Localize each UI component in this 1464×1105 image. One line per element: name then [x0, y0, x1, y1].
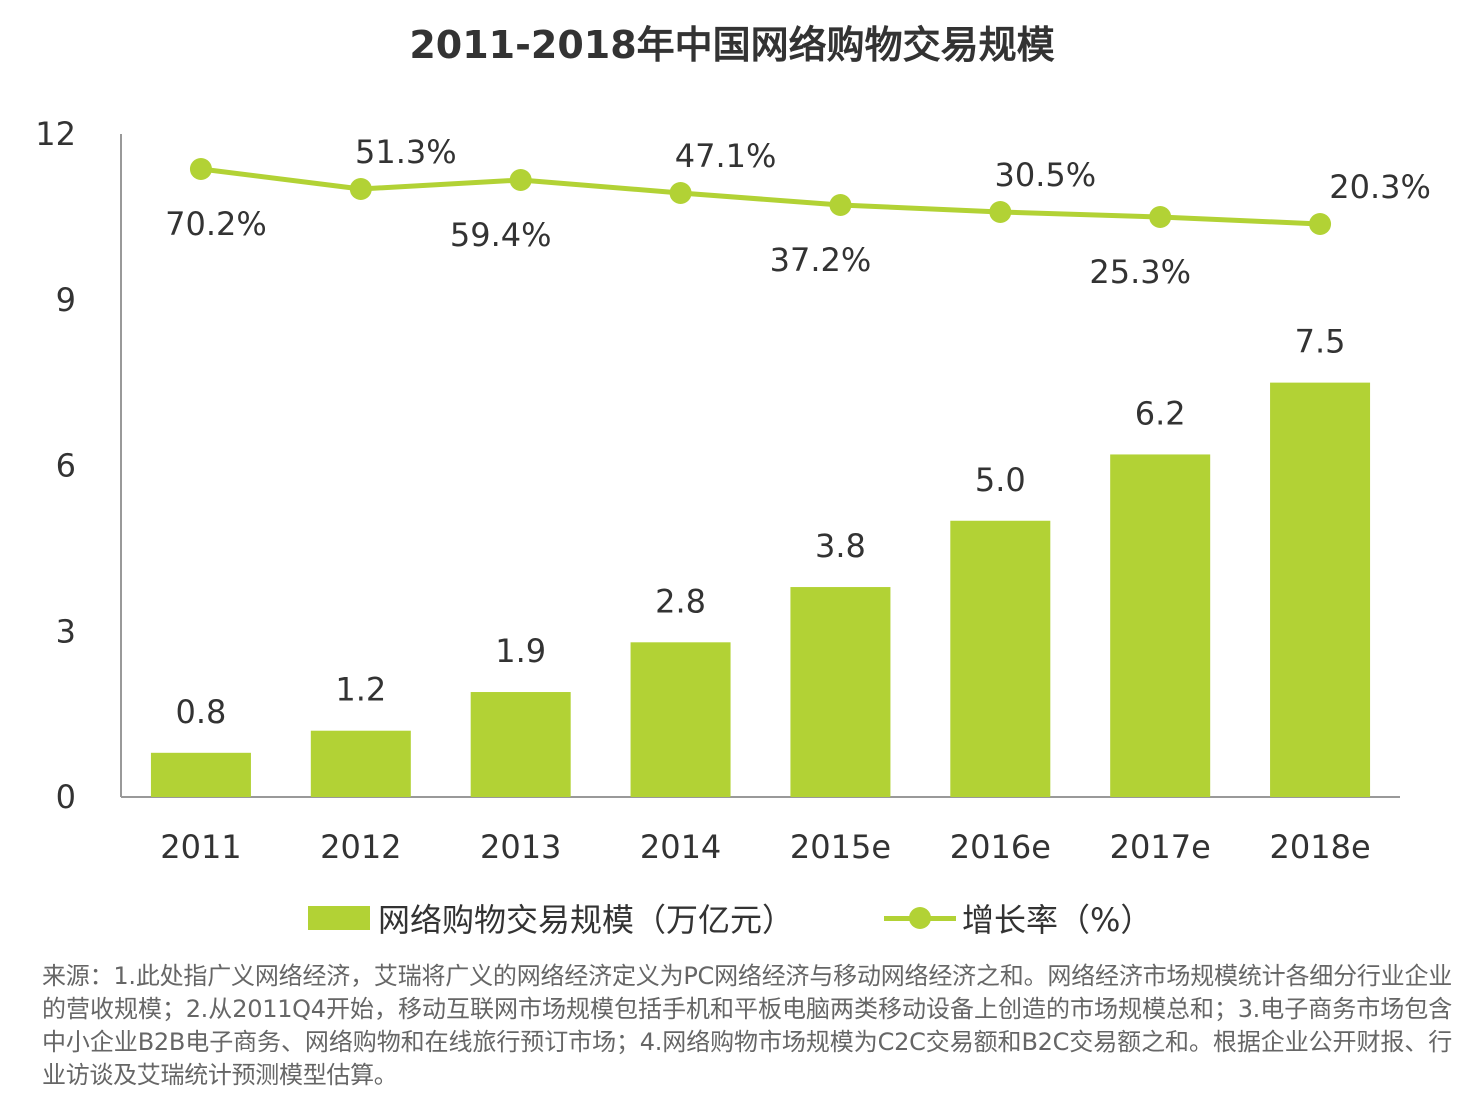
- axes: 0 3 6 9 12 2011 2012 2013 2014 2015e 2016e 2017e 201…: [35, 115, 1400, 866]
- bar: [1110, 454, 1211, 797]
- growth-point: [189, 158, 212, 180]
- data-labels: 0.8 1.2 1.9 2.8 3.8 5.0 6.2 7.5 70.2% 51.3% 59.4% 4…: [165, 133, 1431, 731]
- growth-point: [1149, 206, 1172, 228]
- legend-line-label: 增长率（%）: [962, 901, 1153, 939]
- x-tick-label: 2014: [640, 828, 721, 866]
- x-tick-label: 2016e: [950, 828, 1051, 866]
- growth-rate-label: 51.3%: [355, 133, 457, 171]
- growth-point: [989, 201, 1012, 223]
- y-tick-label: 6: [56, 447, 76, 485]
- bar-value-label: 0.8: [175, 693, 226, 731]
- growth-point: [349, 178, 372, 200]
- y-tick-label: 0: [56, 778, 76, 816]
- bar-value-label: 3.8: [815, 527, 866, 565]
- growth-rate-label: 37.2%: [770, 241, 872, 279]
- growth-point: [829, 194, 852, 216]
- growth-line-path: [200, 166, 1321, 227]
- growth-point: [509, 169, 532, 191]
- y-tick-label: 12: [35, 115, 76, 153]
- y-tick-label: 3: [56, 612, 76, 650]
- growth-rate-label: 20.3%: [1329, 168, 1431, 206]
- legend-line-swatch: [884, 906, 956, 930]
- bar: [1270, 382, 1371, 797]
- bar: [470, 692, 571, 797]
- bar-value-label: 2.8: [655, 582, 706, 620]
- growth-rate-label: 59.4%: [450, 216, 552, 254]
- bar-value-label: 1.2: [335, 671, 386, 709]
- growth-rate-label: 30.5%: [994, 156, 1096, 194]
- bar-value-label: 5.0: [975, 461, 1026, 499]
- x-tick-label: 2015e: [790, 828, 891, 866]
- bar-value-label: 6.2: [1135, 394, 1186, 432]
- y-tick-label: 9: [56, 281, 76, 319]
- legend-item-line: 增长率（%）: [884, 893, 1152, 943]
- growth-rate-label: 70.2%: [165, 205, 267, 243]
- x-tick-label: 2017e: [1110, 828, 1211, 866]
- x-tick-label: 2012: [320, 828, 401, 866]
- source-note: 来源：1.此处指广义网络经济，艾瑞将广义的网络经济定义为PC网络经济与移动网络经…: [42, 962, 1452, 1089]
- legend-item-bar: 网络购物交易规模（万亿元）: [308, 893, 794, 943]
- growth-rate-label: 47.1%: [675, 137, 777, 175]
- x-tick-label: 2013: [480, 828, 561, 866]
- bars: [150, 382, 1371, 797]
- chart-svg: 0 3 6 9 12 2011 2012 2013 2014 2015e 2016e 2017e 201…: [35, 115, 1431, 866]
- bar-value-label: 1.9: [495, 632, 546, 670]
- bar: [630, 642, 731, 797]
- growth-point: [1309, 213, 1332, 235]
- bar: [790, 587, 891, 797]
- chart-title: 2011-2018年中国网络购物交易规模: [409, 23, 1055, 67]
- legend: 网络购物交易规模（万亿元） 增长率（%）: [0, 893, 1464, 943]
- legend-bar-label: 网络购物交易规模（万亿元）: [378, 901, 795, 939]
- growth-rate-label: 25.3%: [1089, 253, 1191, 291]
- legend-bar-swatch: [308, 906, 370, 930]
- growth-point: [669, 182, 692, 204]
- bar: [950, 520, 1051, 797]
- bar: [310, 730, 411, 797]
- x-tick-label: 2018e: [1270, 828, 1371, 866]
- x-tick-label: 2011: [160, 828, 241, 866]
- growth-line: [189, 158, 1332, 235]
- bar: [150, 752, 251, 797]
- bar-value-label: 7.5: [1295, 323, 1346, 361]
